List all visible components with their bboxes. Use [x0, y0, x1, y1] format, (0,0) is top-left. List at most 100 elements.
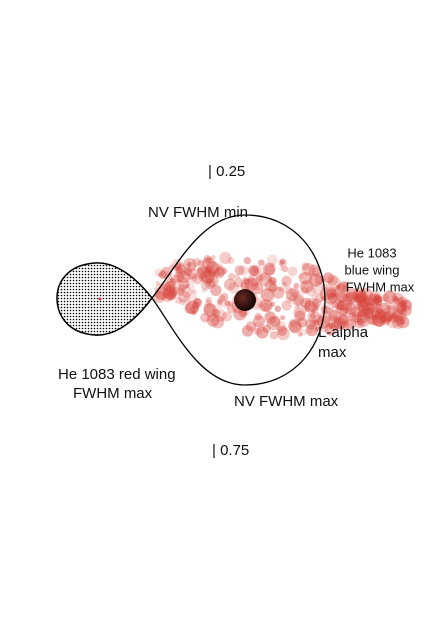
- cloud-blob: [312, 281, 326, 296]
- cloud-blob: [306, 328, 313, 335]
- cloud-blob: [358, 303, 363, 308]
- cloud-blob: [177, 277, 190, 289]
- cloud-blob: [400, 300, 407, 308]
- cloud-blob: [170, 286, 179, 295]
- cloud-blob: [190, 305, 199, 314]
- cloud-blob: [184, 268, 192, 277]
- cloud-blob: [366, 309, 372, 315]
- cloud-blob: [185, 281, 195, 291]
- cloud-blob: [258, 271, 268, 281]
- cloud-blob: [279, 261, 285, 266]
- cloud-blob: [346, 294, 351, 299]
- cloud-blob: [255, 274, 264, 282]
- cloud-blob: [262, 262, 276, 276]
- cloud-blob: [328, 309, 342, 324]
- cloud-blob: [304, 307, 310, 312]
- cloud-blob: [302, 263, 315, 276]
- cloud-blob: [155, 281, 161, 286]
- cloud-blob: [240, 278, 253, 291]
- cloud-blob: [187, 262, 196, 271]
- cloud-blob: [221, 311, 232, 322]
- cloud-blob: [228, 301, 234, 307]
- cloud-blob: [300, 297, 312, 309]
- cloud-blob: [383, 306, 397, 320]
- cloud-blob: [331, 301, 339, 309]
- cloud-blob: [339, 307, 351, 319]
- cloud-blob: [268, 276, 278, 286]
- cloud-blob: [205, 297, 212, 304]
- cloud-blob: [234, 274, 240, 279]
- cloud-blob: [208, 316, 214, 322]
- cloud-blob: [399, 319, 406, 325]
- cloud-blob: [191, 310, 197, 316]
- cloud-blob: [315, 326, 320, 331]
- cloud-blob: [335, 303, 343, 311]
- cloud-blob: [266, 316, 281, 331]
- cloud-blob: [187, 261, 192, 266]
- cloud-blob: [312, 266, 322, 277]
- cloud-blob: [201, 287, 207, 293]
- cloud-blob: [207, 278, 213, 284]
- cloud-blob: [204, 277, 216, 289]
- cloud-blob: [160, 289, 174, 303]
- cloud-blob: [358, 291, 368, 301]
- cloud-blob: [353, 290, 368, 304]
- cloud-blob: [299, 271, 312, 285]
- cloud-blob: [327, 322, 335, 330]
- gas-cloud: [153, 251, 413, 341]
- cloud-blob: [238, 265, 249, 276]
- cloud-blob: [176, 265, 181, 271]
- cloud-blob: [375, 307, 384, 316]
- cloud-blob: [293, 308, 306, 321]
- cloud-blob: [330, 321, 340, 331]
- cloud-blob: [313, 319, 319, 325]
- cloud-blob: [210, 284, 222, 296]
- cloud-blob: [336, 322, 342, 327]
- cloud-blob: [200, 312, 210, 323]
- cloud-blob: [307, 310, 321, 324]
- cloud-blob: [174, 262, 186, 274]
- cloud-blob: [358, 295, 367, 304]
- cloud-blob: [386, 314, 401, 329]
- cloud-blob: [175, 266, 181, 271]
- cloud-blob: [315, 293, 325, 303]
- cloud-blob: [205, 261, 220, 275]
- cloud-blob: [179, 298, 187, 306]
- cloud-blob: [401, 299, 413, 311]
- cloud-blob: [277, 286, 284, 292]
- cloud-blob: [311, 302, 320, 311]
- cloud-blob: [378, 302, 391, 316]
- cloud-blob: [337, 291, 348, 303]
- cloud-blob: [258, 259, 265, 266]
- cloud-blob: [205, 274, 219, 287]
- cloud-blob: [243, 278, 250, 285]
- cloud-blob: [212, 268, 221, 277]
- cloud-blob: [248, 265, 260, 276]
- cloud-blob: [325, 284, 330, 289]
- cloud-blob: [269, 301, 275, 307]
- cloud-blob: [371, 297, 382, 309]
- cloud-blob: [311, 309, 316, 314]
- cloud-blob: [360, 307, 373, 320]
- cloud-blob: [187, 268, 199, 280]
- cloud-blob: [353, 295, 361, 303]
- cloud-blob: [214, 309, 227, 322]
- cloud-blob: [339, 320, 349, 330]
- cloud-blob: [259, 278, 264, 283]
- cloud-blob: [228, 273, 236, 281]
- donor-lobe: [56, 262, 153, 336]
- cloud-blob: [304, 300, 316, 313]
- cloud-blob: [264, 264, 276, 276]
- cloud-blob: [256, 303, 262, 308]
- cloud-blob: [249, 266, 260, 277]
- cloud-blob: [287, 266, 298, 277]
- cloud-blob: [382, 317, 390, 326]
- annotation: He 1083: [347, 245, 396, 260]
- cloud-blob: [358, 308, 367, 318]
- cloud-blob: [376, 308, 383, 315]
- cloud-blob: [337, 314, 349, 326]
- cloud-blob: [203, 254, 212, 264]
- cloud-blob: [336, 302, 344, 310]
- cloud-blob: [274, 305, 282, 313]
- cloud-blob: [295, 304, 300, 309]
